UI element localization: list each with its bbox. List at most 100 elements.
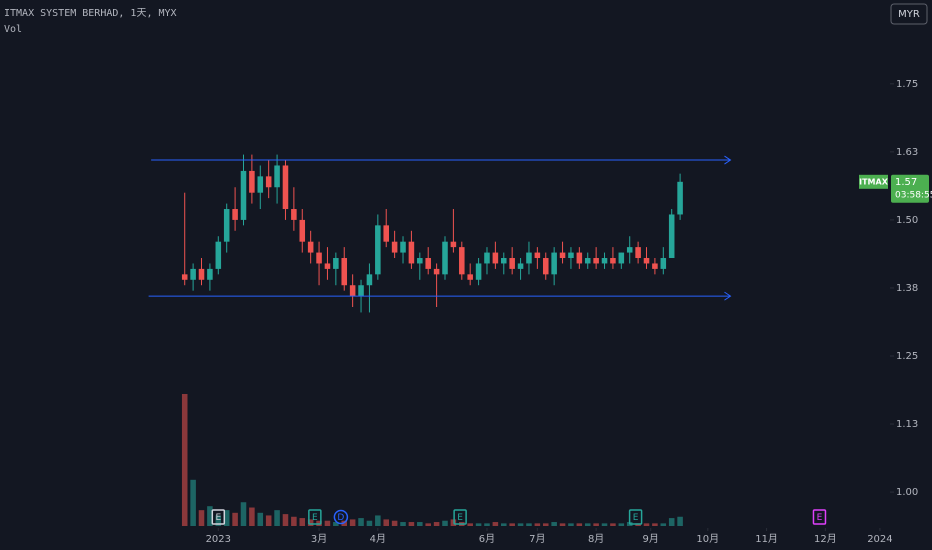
event-marker xyxy=(453,509,467,525)
volume-bar xyxy=(282,514,289,526)
volume-bar xyxy=(391,520,398,526)
candle-body xyxy=(400,241,406,253)
candle-body xyxy=(492,252,499,264)
volume-bar xyxy=(517,523,524,526)
candle-body xyxy=(291,209,297,220)
candle-body xyxy=(459,247,465,275)
volume-bar xyxy=(584,523,591,526)
volume-bar xyxy=(618,523,625,526)
candle-body xyxy=(626,247,633,253)
event-marker xyxy=(628,509,643,525)
volume-bar xyxy=(568,523,574,526)
event-marker xyxy=(333,509,349,525)
candle-body xyxy=(559,252,566,259)
symbol-tag-label: ITMAX xyxy=(859,177,889,186)
volume-bar xyxy=(526,523,532,526)
volume-bar xyxy=(358,518,364,526)
candle-body xyxy=(484,252,490,264)
candle-body xyxy=(568,252,574,259)
event-marker xyxy=(812,509,827,525)
volume-bar xyxy=(349,519,356,526)
volume-bar xyxy=(207,506,213,526)
candle-body xyxy=(391,241,398,253)
price-tag xyxy=(891,174,929,203)
candle-body xyxy=(215,241,222,269)
event-label: E xyxy=(312,513,318,523)
candle-body xyxy=(190,268,196,280)
volume-bar xyxy=(223,510,230,526)
volume-bar xyxy=(333,522,339,526)
volume-bar xyxy=(484,523,490,526)
candle-body xyxy=(181,274,188,280)
candle-body xyxy=(198,268,205,280)
volume-label: Vol xyxy=(4,24,22,35)
candle-body xyxy=(341,258,348,286)
y-tick-label: 1.63 xyxy=(896,147,918,158)
currency-label[interactable]: MYR xyxy=(898,9,920,20)
candle-body xyxy=(534,252,541,259)
volume-bar xyxy=(492,522,499,526)
candle-body xyxy=(324,263,331,269)
currency-button[interactable] xyxy=(890,3,928,25)
volume-bar xyxy=(324,520,331,526)
candle-body xyxy=(316,252,322,264)
candle-body xyxy=(257,176,264,193)
volume-bar xyxy=(433,522,440,526)
volume-bar xyxy=(509,523,515,526)
candle-body xyxy=(282,165,289,210)
volume-bar xyxy=(299,518,306,526)
volume-bar xyxy=(601,523,608,526)
candle-body xyxy=(475,263,482,280)
volume-bar xyxy=(551,522,557,526)
symbol-tag xyxy=(859,174,888,189)
candle-body xyxy=(584,258,591,264)
y-tick-label: 1.38 xyxy=(896,283,918,294)
candle-body xyxy=(375,225,381,275)
volume-bar xyxy=(375,515,381,526)
volume-bar xyxy=(198,510,205,526)
volume-bar xyxy=(366,520,373,526)
candle-body xyxy=(542,258,549,275)
volume-bar xyxy=(610,523,616,526)
event-marker xyxy=(211,509,226,525)
volume-bar xyxy=(660,523,667,526)
candle-body xyxy=(223,209,230,242)
candle-body xyxy=(517,263,524,269)
candle-body xyxy=(274,165,280,188)
volume-bar xyxy=(534,523,541,526)
event-label: D xyxy=(337,513,344,523)
volume-bar xyxy=(542,523,549,526)
volume-bar xyxy=(652,523,658,526)
x-tick-label: 3月 xyxy=(311,533,327,545)
volume-bar xyxy=(475,523,482,526)
candle-body xyxy=(408,241,415,264)
volume-bar xyxy=(668,518,675,526)
x-tick-label: 8月 xyxy=(588,533,604,545)
candle-body xyxy=(509,258,515,269)
y-tick-label: 1.25 xyxy=(896,351,918,362)
y-tick-label: 1.50 xyxy=(896,215,918,226)
candle-body xyxy=(249,170,255,193)
candle-body xyxy=(618,252,625,264)
volume-bar xyxy=(307,519,314,526)
candle-body xyxy=(551,252,557,275)
volume-bar xyxy=(467,523,473,526)
volume-bar xyxy=(417,522,423,526)
candle-body xyxy=(417,258,423,264)
volume-bar xyxy=(274,510,280,526)
candle-body xyxy=(668,214,675,259)
trend-arrow xyxy=(724,291,732,301)
candle-body xyxy=(232,209,238,220)
price-tag-label: 1.57 xyxy=(895,177,917,188)
volume-bar xyxy=(559,523,566,526)
volume-bar xyxy=(265,515,272,526)
candle-body xyxy=(240,170,247,220)
candle-body xyxy=(265,176,272,188)
candle-body xyxy=(433,268,440,275)
volume-bar xyxy=(190,479,196,526)
candle-body xyxy=(333,258,339,269)
candle-body xyxy=(299,219,306,242)
volume-bar xyxy=(501,523,507,526)
event-label: E xyxy=(457,513,463,523)
